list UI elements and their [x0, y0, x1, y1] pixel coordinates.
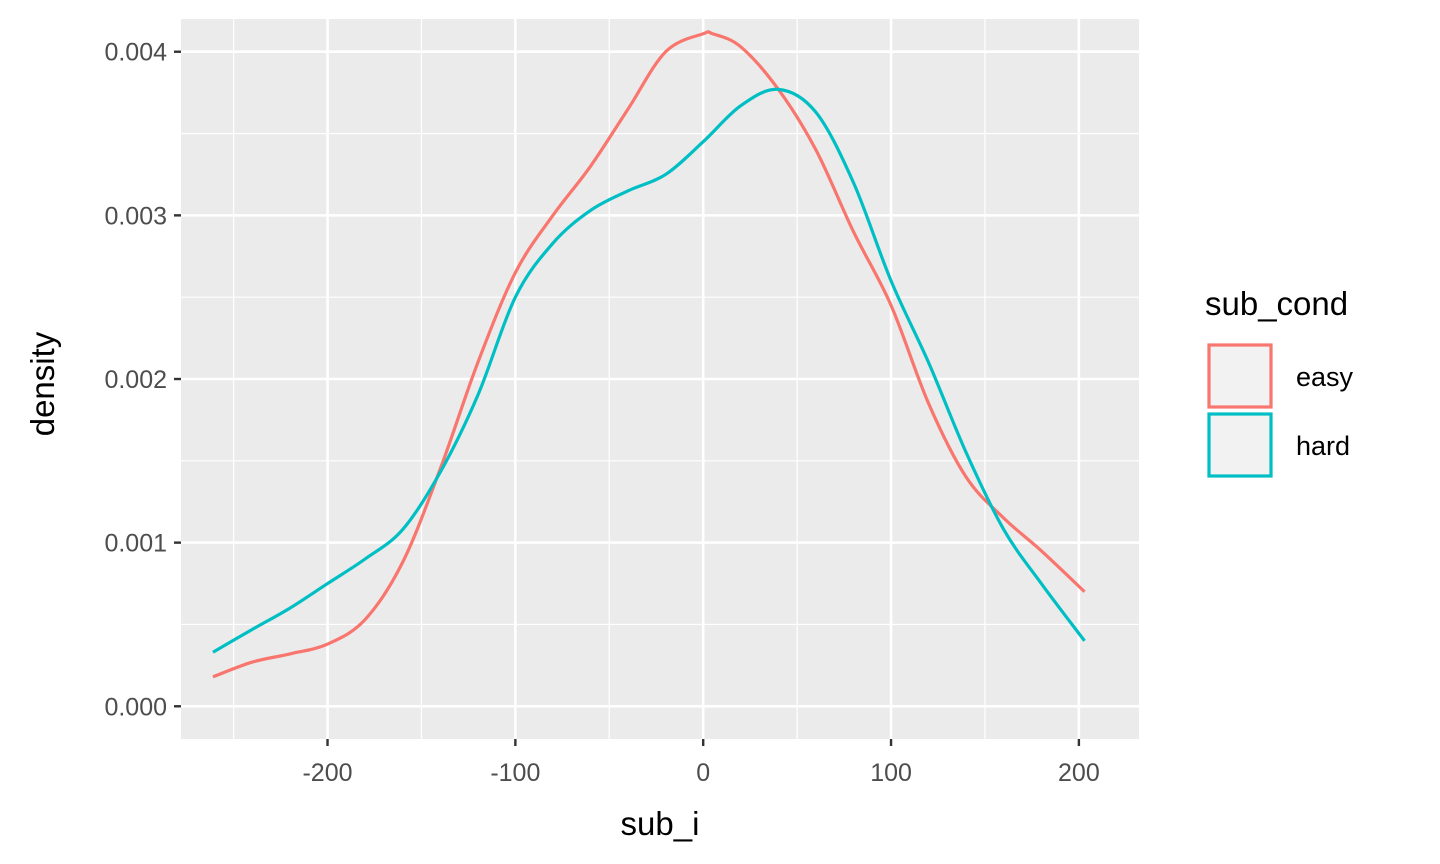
x-axis-title: sub_i — [621, 805, 700, 842]
y-axis: 0.000 0.001 0.002 0.003 0.004 — [104, 39, 181, 721]
legend: sub_cond easy hard — [1205, 285, 1354, 478]
legend-key-hard — [1207, 412, 1273, 478]
y-tick-label: 0.001 — [104, 530, 167, 558]
x-axis: -200 -100 0 100 200 — [302, 739, 1100, 787]
legend-key-easy — [1207, 343, 1273, 409]
major-gridlines — [181, 19, 1139, 739]
x-tick-label: -100 — [490, 759, 540, 787]
x-tick-label: 0 — [696, 759, 710, 787]
y-axis-title: density — [24, 331, 61, 436]
y-tick-label: 0.000 — [104, 693, 167, 721]
x-tick-label: -200 — [302, 759, 352, 787]
legend-title: sub_cond — [1205, 285, 1348, 322]
density-line-easy — [212, 30, 1086, 679]
x-tick-label: 100 — [870, 759, 912, 787]
legend-label-hard: hard — [1296, 431, 1350, 461]
y-tick-label: 0.003 — [104, 202, 167, 230]
density-lines — [212, 30, 1086, 679]
density-line-hard — [212, 87, 1086, 654]
y-tick-label: 0.004 — [104, 39, 167, 67]
x-tick-label: 200 — [1058, 759, 1100, 787]
legend-label-easy: easy — [1296, 362, 1354, 392]
y-tick-label: 0.002 — [104, 366, 167, 394]
